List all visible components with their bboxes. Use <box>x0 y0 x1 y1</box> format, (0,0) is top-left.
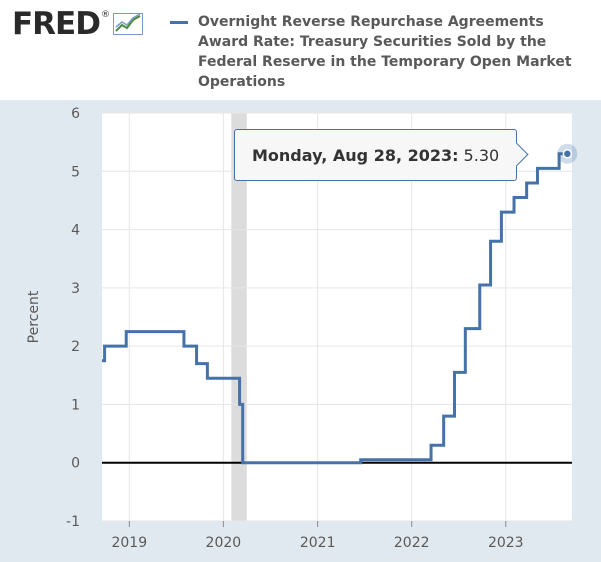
tooltip-date: Monday, Aug 28, 2023: <box>252 145 459 165</box>
plot-area <box>102 113 572 521</box>
x-tick-label: 2022 <box>394 535 430 551</box>
x-tick-label: 2023 <box>488 535 524 551</box>
legend-label: Overnight Reverse Repurchase Agreements … <box>198 14 572 90</box>
y-tick-label: 3 <box>71 281 80 297</box>
highlight-point <box>562 149 573 159</box>
y-tick-label: -1 <box>66 514 80 530</box>
fred-logo-text: FRED <box>12 6 101 42</box>
x-tick-label: 2019 <box>111 535 147 551</box>
y-tick-label: 1 <box>71 397 80 413</box>
y-axis-label: Percent <box>26 290 42 343</box>
tooltip-value: 5.30 <box>463 145 500 165</box>
fred-logo[interactable]: FRED ® <box>12 6 143 42</box>
x-tick-label: 2021 <box>300 535 336 551</box>
y-tick-label: 6 <box>71 106 80 122</box>
data-tooltip: Monday, Aug 28, 2023: 5.30 <box>234 129 529 181</box>
x-tick-label: 2020 <box>206 535 242 551</box>
registered-mark: ® <box>100 10 110 20</box>
legend-swatch <box>170 21 188 24</box>
y-tick-label: 2 <box>71 339 80 355</box>
fred-line-graph-icon <box>112 13 143 35</box>
y-tick-label: 5 <box>71 164 80 180</box>
y-tick-label: 4 <box>71 223 80 239</box>
chart-legend: Overnight Reverse Repurchase Agreements … <box>170 12 590 92</box>
y-tick-label: 0 <box>71 456 80 472</box>
series-line <box>102 152 568 465</box>
